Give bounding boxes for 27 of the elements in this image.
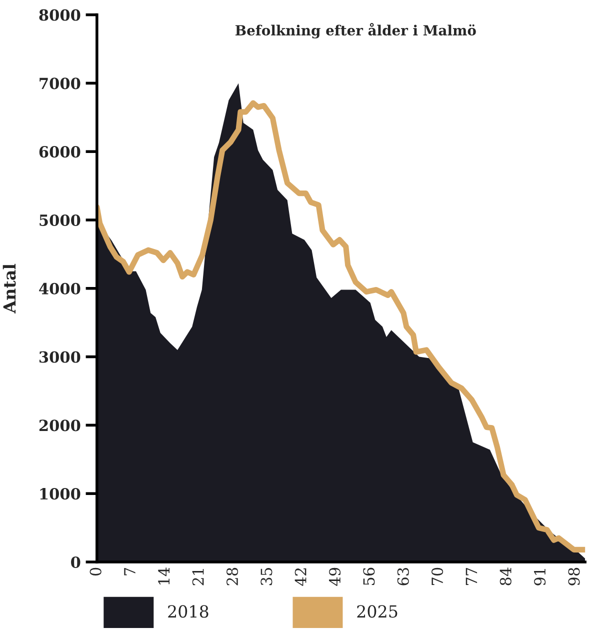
x-tick-label: 28 <box>226 568 238 586</box>
x-tick-label: 84 <box>500 568 512 586</box>
x-tick-label: 70 <box>432 568 444 585</box>
x-tick-label: 98 <box>568 568 580 586</box>
x-tick-label: 77 <box>466 568 478 585</box>
x-tick-label: 0 <box>90 568 102 576</box>
x-tick-label: 42 <box>294 568 306 586</box>
y-tick-label: 3000 <box>40 351 80 363</box>
x-tick-label: 49 <box>329 568 341 586</box>
x-tick-label: 56 <box>363 568 375 585</box>
x-tick-label: 91 <box>534 569 546 586</box>
y-axis-title: Antal <box>2 264 16 314</box>
x-tick-label: 7 <box>124 568 136 576</box>
y-tick-label: 1000 <box>40 488 80 500</box>
x-tick-label: 63 <box>397 568 409 586</box>
y-tick-label: 6000 <box>39 146 80 158</box>
x-tick-label: 35 <box>260 568 272 586</box>
y-tick-label: 2000 <box>39 420 80 432</box>
legend-label: 2025 <box>357 605 398 618</box>
y-tick-label: 7000 <box>40 78 80 90</box>
y-tick-label: 5000 <box>40 214 80 226</box>
x-tick-label: 14 <box>158 568 170 584</box>
legend-label: 2018 <box>168 605 208 618</box>
y-tick-label: 8000 <box>39 9 80 21</box>
text: Befolkning efter ålder i Malmö <box>235 22 476 38</box>
y-tick-label: 4000 <box>39 282 80 294</box>
x-tick-label: 21 <box>192 569 204 586</box>
